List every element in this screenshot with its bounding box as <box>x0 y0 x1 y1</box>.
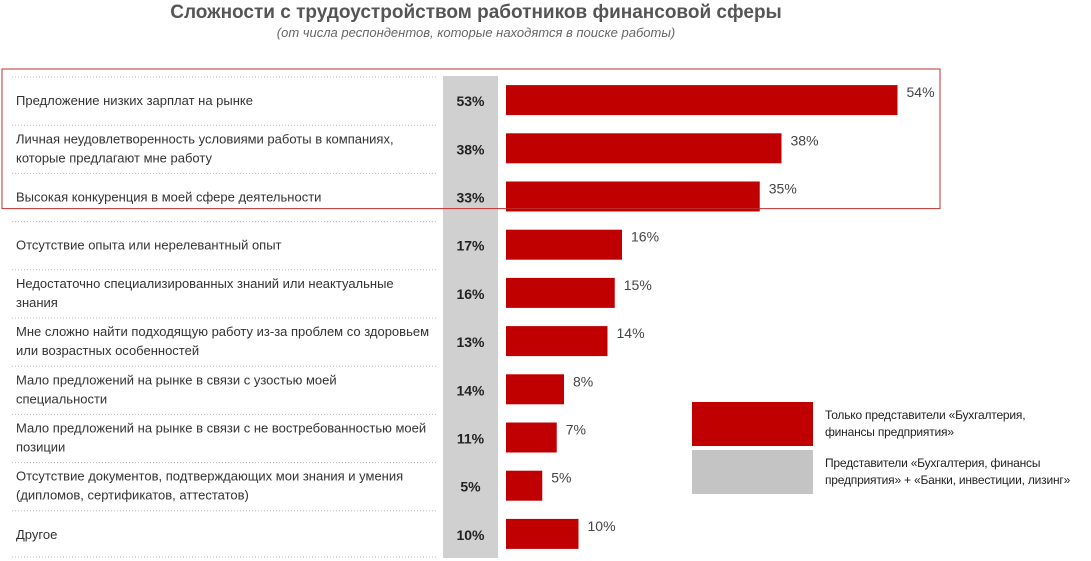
legend-label-finance-only: Только представители «Бухгалтерия, финан… <box>825 407 1090 441</box>
chart-title: Сложности с трудоустройством работников … <box>170 2 782 23</box>
bar-value-label: 38% <box>791 132 819 148</box>
bar <box>506 374 564 405</box>
bar-value-label: 5% <box>551 470 571 486</box>
category-label: Недостаточно специализированных знаний и… <box>16 276 394 310</box>
bar-value-label: 16% <box>631 229 659 245</box>
category-label: Мало предложений на рынке в связи с узос… <box>16 372 337 406</box>
category-label: Другое <box>16 527 57 542</box>
category-label-line: Мало предложений на рынке в связи с не в… <box>16 421 426 436</box>
overall-column-background <box>443 76 498 558</box>
bar <box>506 518 579 549</box>
bar <box>506 229 622 260</box>
bar <box>506 133 782 164</box>
category-label-line: Недостаточно специализированных знаний и… <box>16 276 394 291</box>
category-label-line: которые предлагают мне работу <box>16 150 212 165</box>
bar-value-label: 8% <box>573 373 593 389</box>
legend-label-line: финансы предприятия» <box>825 425 954 439</box>
category-label-line: Мне сложно найти подходящую работу из-за… <box>16 324 429 339</box>
category-label: Мне сложно найти подходящую работу из-за… <box>16 324 429 358</box>
legend: Только представители «Бухгалтерия, финан… <box>692 402 1087 494</box>
overall-value-label: 14% <box>456 382 485 398</box>
overall-value-label: 11% <box>457 431 485 447</box>
overall-value-label: 16% <box>456 286 485 302</box>
category-label-line: Отсутствие документов, подтверждающих мо… <box>16 469 403 484</box>
bar-value-label: 10% <box>588 518 616 534</box>
bar-value-label: 54% <box>907 84 935 100</box>
category-label: Предложение низких зарплат на рынке <box>16 93 253 108</box>
legend-label-line: предприятия» + «Банки, инвестиции, лизин… <box>825 473 1071 487</box>
legend-swatch-red <box>692 402 813 446</box>
overall-value-label: 13% <box>456 334 485 350</box>
legend-label-line: Представители «Бухгалтерия, финансы <box>825 456 1041 470</box>
overall-value-label: 33% <box>456 190 485 206</box>
category-label-line: знания <box>16 295 58 310</box>
category-label-line: (дипломов, сертификатов, аттестатов) <box>16 488 249 503</box>
bar <box>506 85 898 116</box>
overall-value-label: 5% <box>460 479 481 495</box>
bar-value-label: 14% <box>617 325 645 341</box>
bar-value-label: 7% <box>566 422 586 438</box>
bar <box>506 470 543 501</box>
legend-label-line: Только представители «Бухгалтерия, <box>825 408 1026 422</box>
chart-subtitle: (от числа респондентов, которые находятс… <box>276 25 676 40</box>
bar-value-label: 15% <box>624 277 652 293</box>
category-label: Личная неудовлетворенность условиями раб… <box>16 131 394 165</box>
bar <box>506 326 608 357</box>
overall-value-label: 38% <box>456 141 485 157</box>
bar-value-label: 35% <box>769 181 797 197</box>
highlight-box <box>1 68 941 210</box>
category-label-line: Мало предложений на рынке в связи с узос… <box>16 372 337 387</box>
category-label-line: позиции <box>16 440 65 455</box>
bar <box>506 422 557 453</box>
category-label-line: Личная неудовлетворенность условиями раб… <box>16 131 394 146</box>
overall-value-label: 17% <box>456 238 485 254</box>
category-label-line: или возрастных особенностей <box>16 343 199 358</box>
bar <box>506 181 760 212</box>
legend-swatch-gray <box>692 450 813 494</box>
overall-value-label: 10% <box>456 527 485 543</box>
legend-item-finance-only: Только представители «Бухгалтерия, финан… <box>692 402 1087 446</box>
category-label: Отсутствие опыта или нерелевантный опыт <box>16 238 282 253</box>
category-label: Высокая конкуренция в моей сфере деятель… <box>16 190 321 205</box>
category-label: Мало предложений на рынке в связи с не в… <box>16 421 426 455</box>
legend-label-combined: Представители «Бухгалтерия, финансы пред… <box>825 455 1090 489</box>
bar <box>506 277 615 308</box>
category-label: Отсутствие документов, подтверждающих мо… <box>16 469 403 503</box>
category-label-line: специальности <box>16 391 107 406</box>
overall-value-label: 53% <box>456 93 485 109</box>
legend-item-combined: Представители «Бухгалтерия, финансы пред… <box>692 450 1087 494</box>
